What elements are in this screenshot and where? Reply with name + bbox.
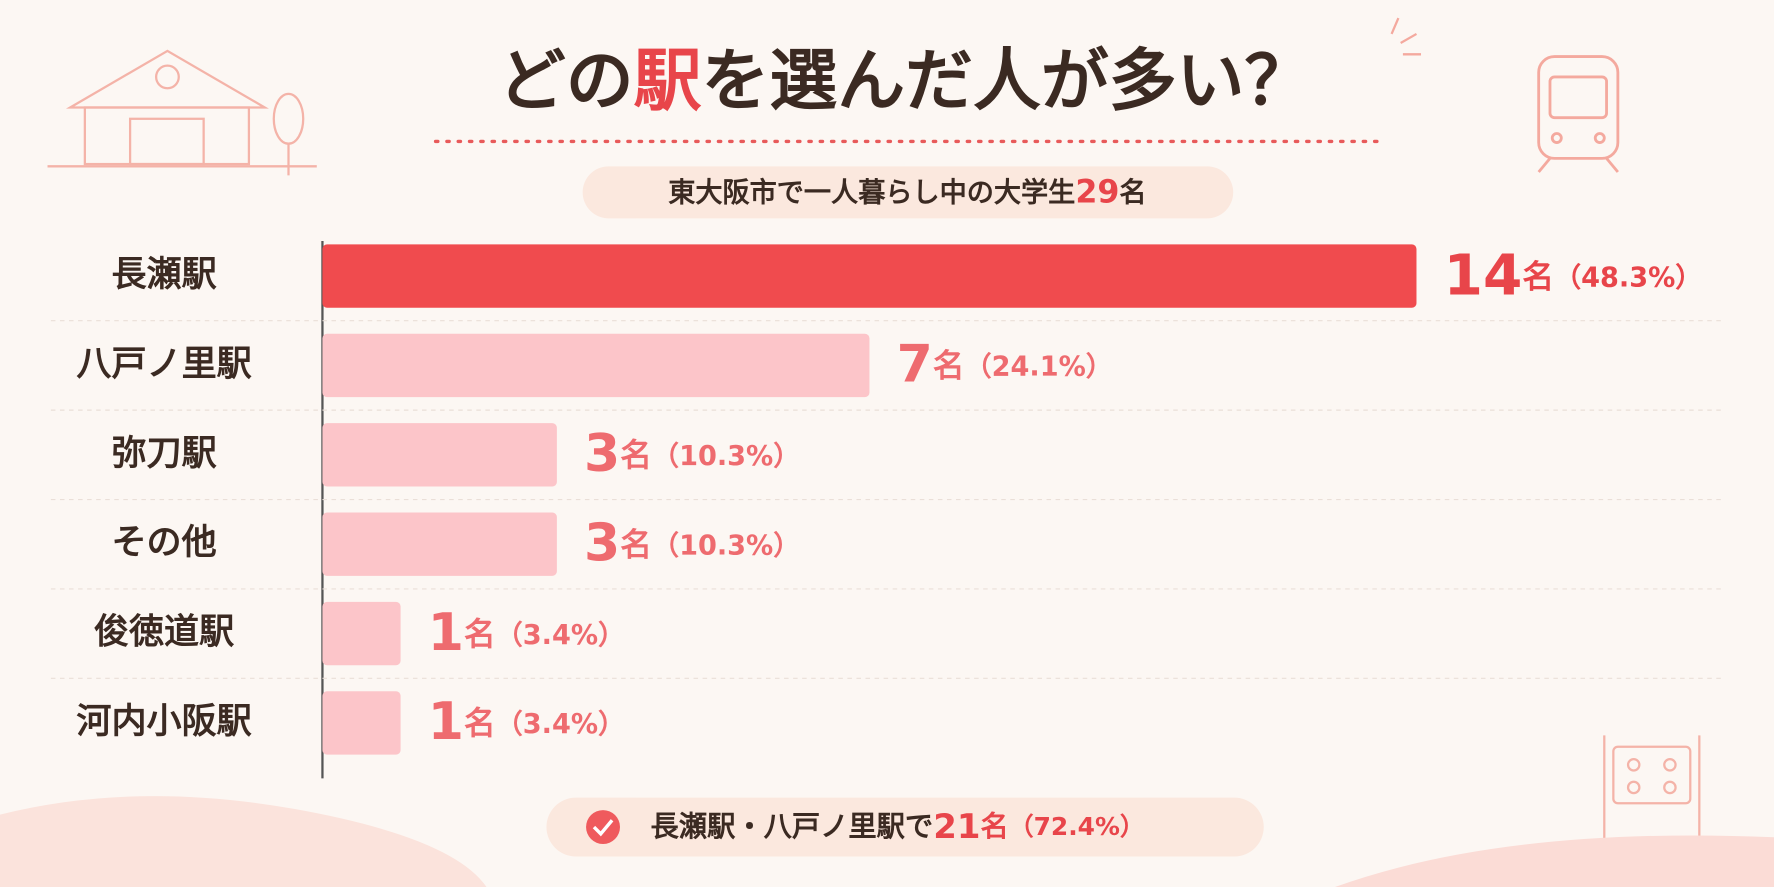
category-label: 俊徳道駅	[94, 612, 234, 653]
hill-left	[0, 796, 487, 887]
value-unit: 名	[1522, 259, 1554, 295]
value-number: 14	[1444, 242, 1523, 308]
train-icon	[1537, 55, 1620, 173]
percent-label: （48.3%）	[1554, 262, 1702, 293]
percent-label: （24.1%）	[965, 351, 1113, 382]
percent-label: （3.4%）	[496, 709, 626, 740]
subtitle: 東大阪市で一人暮らし中の大学生29名	[668, 174, 1146, 210]
subtitle-pill	[582, 166, 1234, 219]
value-unit: 名	[464, 617, 496, 653]
value-number: 1	[428, 692, 464, 752]
value-unit: 名	[620, 438, 652, 474]
value-label: 1名（3.4%）	[428, 603, 625, 663]
value-label: 7名（24.1%）	[897, 335, 1113, 395]
subtitle-value: 29	[1075, 174, 1119, 210]
value-number: 3	[584, 424, 620, 484]
subtitle-unit: 名	[1119, 176, 1146, 208]
bar	[322, 691, 401, 755]
bar	[322, 512, 557, 576]
percent-label: （10.3%）	[652, 530, 800, 561]
check-mark	[592, 819, 614, 837]
footer-value: 21	[933, 807, 980, 847]
value-unit: 名	[620, 527, 652, 563]
footer-unit: 名	[980, 810, 1008, 843]
footer-percent: （72.4%）	[1009, 812, 1145, 841]
footer: 長瀬駅・八戸ノ里駅で21名（72.4%）	[651, 807, 1145, 847]
accent-lines	[1390, 17, 1422, 56]
percent-label: （3.4%）	[496, 619, 626, 650]
check-icon	[586, 810, 620, 845]
percent-label: （10.3%）	[652, 441, 800, 472]
value-number: 3	[584, 513, 620, 573]
title-part: を選んだ人が多い？	[701, 41, 1312, 120]
category-label: 長瀬駅	[111, 254, 216, 295]
value-label: 3名（10.3%）	[584, 424, 800, 484]
bar	[322, 601, 401, 666]
value-label: 14名（48.3%）	[1444, 242, 1703, 308]
value-label: 1名（3.4%）	[428, 692, 625, 752]
value-label: 3名（10.3%）	[584, 513, 800, 573]
bar	[322, 333, 870, 398]
hill-right	[1335, 835, 1774, 887]
category-label: 弥刀駅	[111, 433, 216, 474]
value-unit: 名	[464, 706, 496, 742]
chart-title: どの駅を選んだ人が多い？	[498, 41, 1313, 120]
title-highlight: 駅	[634, 41, 702, 120]
value-unit: 名	[933, 349, 965, 385]
footer-pill	[546, 797, 1264, 857]
title-part: どの	[498, 41, 634, 120]
category-label: 八戸ノ里駅	[76, 343, 251, 384]
station-icon	[47, 49, 317, 176]
value-number: 1	[428, 603, 464, 663]
bar	[322, 423, 557, 487]
category-label: 河内小阪駅	[76, 701, 251, 742]
subtitle-text: 東大阪市で一人暮らし中の大学生	[668, 176, 1075, 208]
footer-text: 長瀬駅・八戸ノ里駅で	[651, 810, 934, 843]
bar	[322, 244, 1417, 308]
category-label: その他	[111, 522, 216, 563]
value-number: 7	[897, 335, 933, 395]
